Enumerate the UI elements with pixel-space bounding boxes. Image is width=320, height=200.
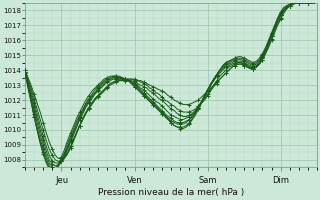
X-axis label: Pression niveau de la mer( hPa ): Pression niveau de la mer( hPa ) bbox=[98, 188, 244, 197]
